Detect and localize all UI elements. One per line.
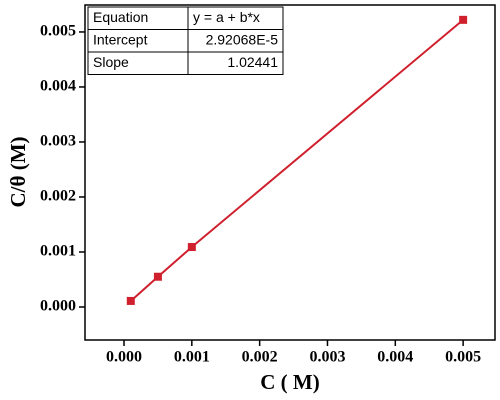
table-cell: Slope xyxy=(93,54,129,70)
table-cell: 1.02441 xyxy=(227,54,278,70)
y-tick-label: 0.004 xyxy=(40,78,76,95)
y-tick-label: 0.000 xyxy=(40,298,76,315)
table-cell: 2.92068E-5 xyxy=(206,31,279,47)
y-tick-label: 0.001 xyxy=(40,243,76,260)
y-tick-label: 0.005 xyxy=(40,23,76,40)
x-tick-label: 0.005 xyxy=(445,349,481,366)
x-tick-label: 0.004 xyxy=(377,349,413,366)
table-cell: Equation xyxy=(93,9,148,25)
x-tick-label: 0.000 xyxy=(106,349,142,366)
series-line xyxy=(130,19,464,302)
table-cell: y = a + b*x xyxy=(193,9,260,25)
data-point xyxy=(153,272,162,281)
y-tick-label: 0.002 xyxy=(40,188,76,205)
fit-table xyxy=(87,6,284,75)
data-point xyxy=(187,243,196,252)
plot-frame xyxy=(84,4,496,341)
x-tick-label: 0.003 xyxy=(309,349,345,366)
data-point xyxy=(126,296,135,305)
x-axis-label: C ( M) xyxy=(260,370,319,394)
x-tick-label: 0.001 xyxy=(174,349,210,366)
y-tick-label: 0.003 xyxy=(40,133,76,150)
y-axis-label: C/θ (M) xyxy=(6,136,30,207)
table-cell: Intercept xyxy=(93,31,148,47)
x-tick-label: 0.002 xyxy=(242,349,278,366)
data-point xyxy=(459,15,468,24)
